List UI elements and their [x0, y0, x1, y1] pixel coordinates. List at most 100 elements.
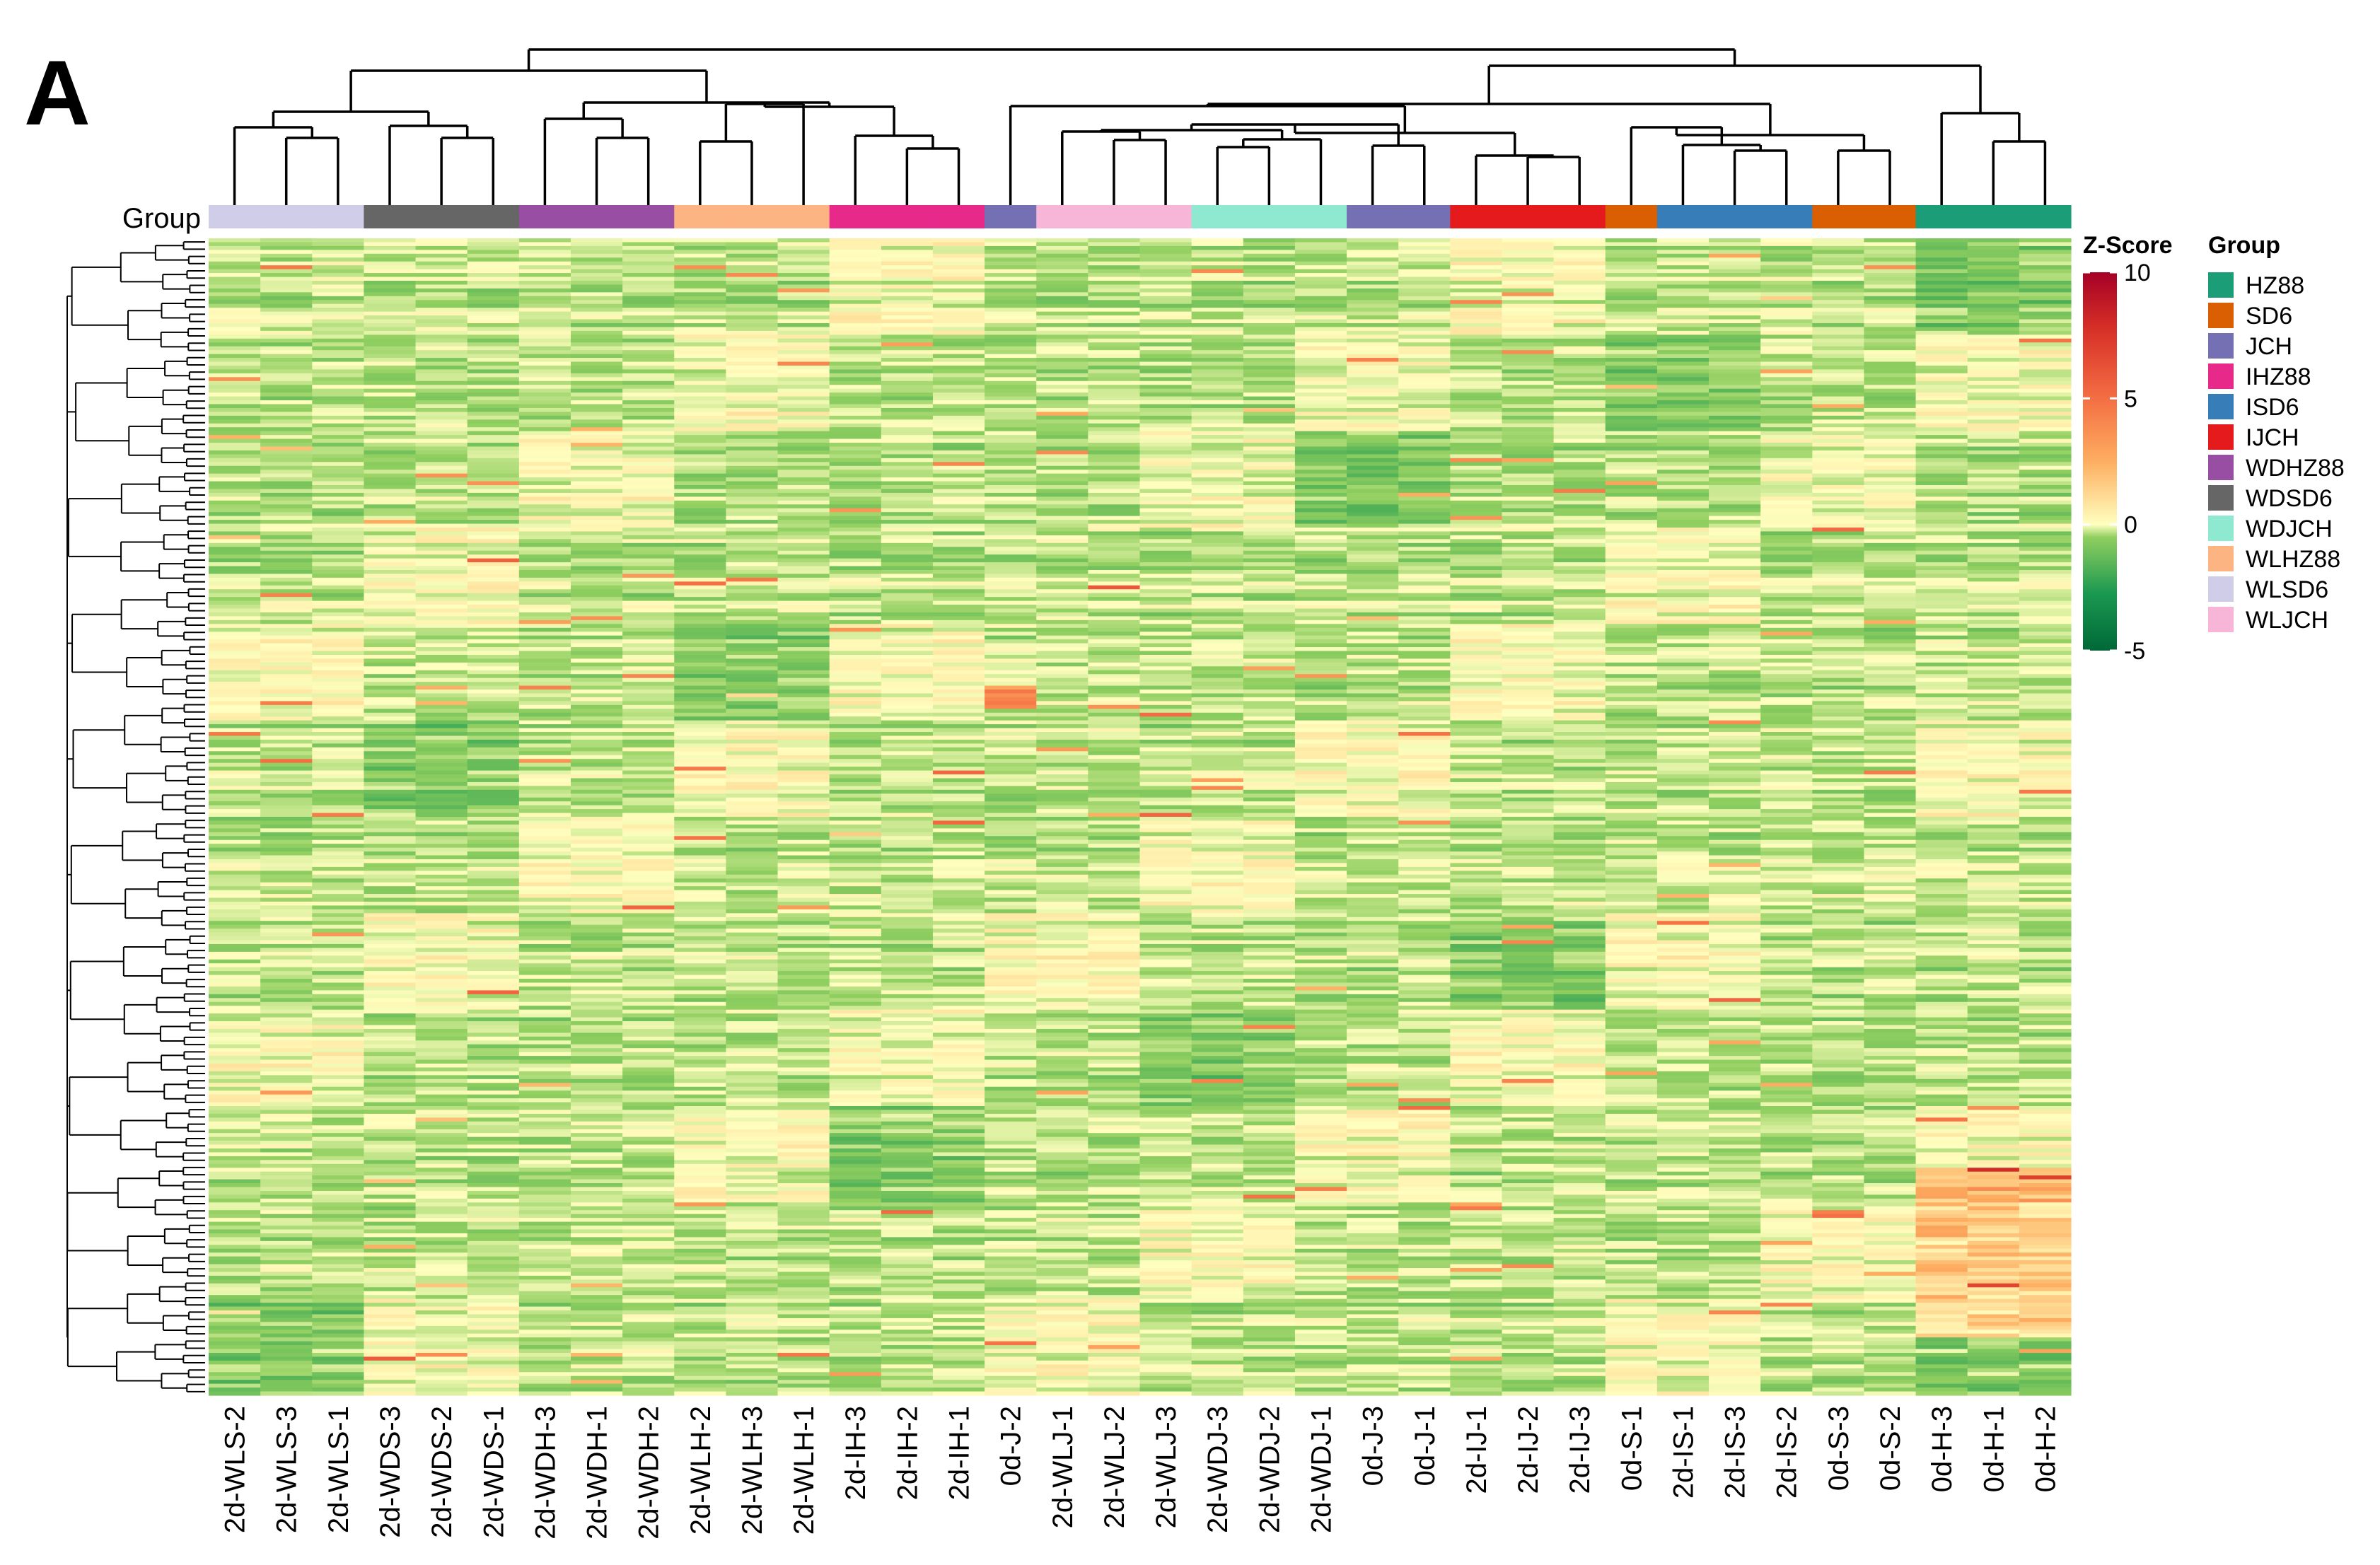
heatmap-cell	[932, 616, 985, 621]
heatmap-cell	[1036, 558, 1089, 563]
heatmap-cell	[1398, 535, 1451, 540]
heatmap-cell	[985, 373, 1037, 378]
heatmap-cell	[1088, 315, 1141, 320]
heatmap-cell	[1398, 516, 1451, 520]
heatmap-cell	[1864, 558, 1917, 563]
heatmap-cell	[415, 651, 468, 656]
heatmap-cell	[312, 732, 365, 737]
heatmap-cell	[1502, 404, 1555, 409]
heatmap-cell	[467, 643, 520, 648]
heatmap-cell	[1605, 662, 1658, 667]
annotation-cell	[467, 205, 520, 228]
heatmap-cell	[881, 658, 934, 663]
heatmap-cell	[1139, 435, 1192, 440]
heatmap-cell	[1709, 562, 1761, 567]
heatmap-cell	[570, 554, 623, 559]
heatmap-cell	[1191, 759, 1244, 764]
heatmap-cell	[1760, 338, 1813, 343]
heatmap-cell	[260, 504, 313, 509]
heatmap-cell	[467, 627, 520, 632]
heatmap-cell	[1812, 443, 1865, 448]
heatmap-cell	[674, 608, 726, 613]
heatmap-cell	[1243, 554, 1296, 559]
heatmap-cell	[1915, 600, 1968, 605]
heatmap-cell	[518, 492, 571, 497]
heatmap-cell	[1294, 547, 1347, 552]
heatmap-cell	[1036, 647, 1089, 652]
heatmap-cell	[1294, 720, 1347, 725]
heatmap-cell	[1502, 269, 1555, 274]
heatmap-cell	[1553, 635, 1606, 640]
heatmap-cell	[1398, 632, 1451, 636]
heatmap-cell	[726, 720, 779, 725]
heatmap-cell	[415, 273, 468, 278]
heatmap-cell	[260, 566, 313, 571]
heatmap-cell	[1139, 712, 1192, 717]
heatmap-cell	[1398, 704, 1451, 709]
heatmap-cell	[881, 261, 934, 266]
heatmap-cell	[1347, 577, 1399, 582]
heatmap-cell	[415, 500, 468, 505]
heatmap-cell	[2019, 701, 2072, 706]
heatmap-cell	[364, 632, 417, 636]
heatmap-cell	[1553, 716, 1606, 721]
heatmap-cell	[932, 311, 985, 316]
heatmap-cell	[1347, 597, 1399, 602]
heatmap-cell	[1915, 334, 1968, 339]
heatmap-cell	[1915, 242, 1968, 247]
heatmap-cell	[622, 619, 675, 624]
heatmap-cell	[1398, 643, 1451, 648]
heatmap-cell	[1450, 624, 1503, 629]
heatmap-cell	[932, 407, 985, 412]
heatmap-cell	[1450, 322, 1503, 328]
heatmap-cell	[260, 412, 313, 417]
heatmap-cell	[1398, 485, 1451, 490]
heatmap-cell	[777, 292, 830, 297]
heatmap-cell	[1656, 751, 1709, 756]
heatmap-cell	[2019, 677, 2072, 682]
heatmap-cell	[570, 759, 623, 764]
heatmap-cell	[1709, 419, 1761, 424]
heatmap-cell	[1036, 670, 1089, 675]
heatmap-cell	[209, 385, 261, 390]
heatmap-cell	[364, 562, 417, 567]
heatmap-cell	[1553, 593, 1606, 598]
heatmap-cell	[1294, 569, 1347, 575]
heatmap-cell	[2019, 558, 2072, 563]
heatmap-cell	[1709, 296, 1761, 301]
heatmap-cell	[1864, 462, 1917, 467]
heatmap-cell	[932, 743, 985, 748]
heatmap-cell	[1243, 489, 1296, 494]
heatmap-cell	[570, 751, 623, 756]
heatmap-cell	[1450, 473, 1503, 478]
heatmap-cell	[1553, 407, 1606, 412]
heatmap-cell	[1088, 327, 1141, 332]
heatmap-cell	[1398, 690, 1451, 694]
heatmap-cell	[1088, 238, 1141, 243]
heatmap-cell	[1915, 569, 1968, 575]
heatmap-cell	[1709, 454, 1761, 459]
heatmap-cell	[2019, 322, 2072, 328]
heatmap-cell	[674, 724, 726, 729]
heatmap-cell	[1656, 431, 1709, 436]
heatmap-cell	[674, 523, 726, 528]
heatmap-cell	[622, 485, 675, 490]
heatmap-cell	[674, 569, 726, 575]
heatmap-cell	[777, 238, 830, 243]
heatmap-cell	[674, 257, 726, 262]
heatmap-cell	[1812, 458, 1865, 462]
heatmap-cell	[1760, 404, 1813, 409]
heatmap-cell	[1191, 346, 1244, 351]
heatmap-cell	[1450, 735, 1503, 740]
heatmap-cell	[1502, 755, 1555, 760]
heatmap-cell	[1709, 385, 1761, 390]
heatmap-cell	[726, 516, 779, 520]
heatmap-cell	[364, 454, 417, 459]
heatmap-cell	[1139, 319, 1192, 324]
heatmap-cell	[1088, 755, 1141, 760]
heatmap-cell	[1088, 562, 1141, 567]
heatmap-cell	[1760, 473, 1813, 478]
heatmap-cell	[1864, 751, 1917, 756]
heatmap-cell	[1605, 485, 1658, 490]
heatmap-cell	[1191, 385, 1244, 390]
